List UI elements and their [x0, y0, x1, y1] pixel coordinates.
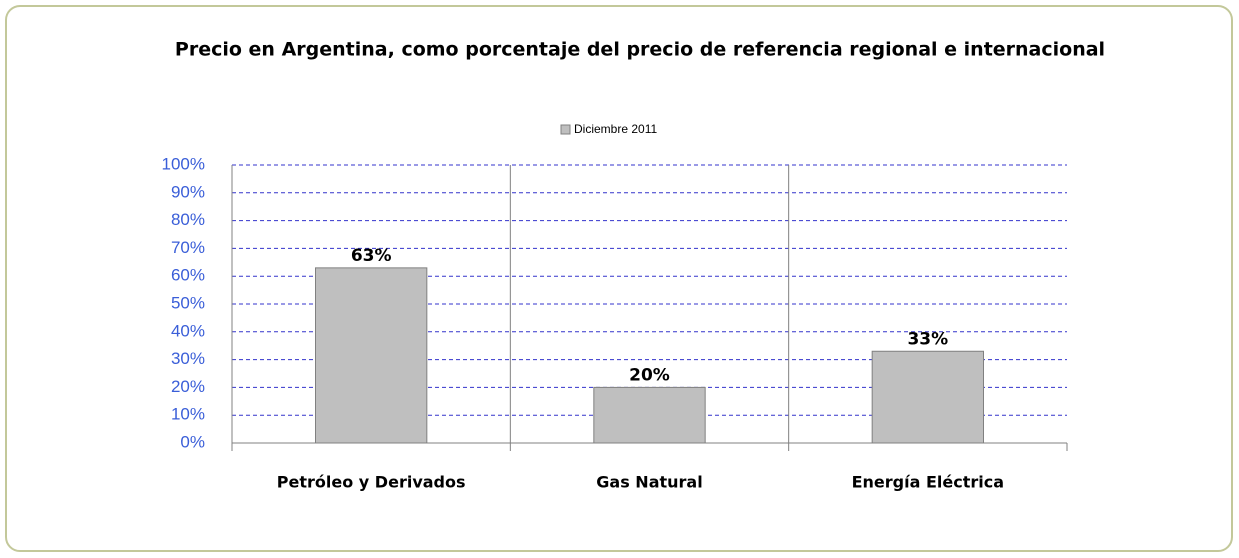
bar: [315, 267, 428, 444]
y-tick-label: 50%: [171, 293, 205, 312]
x-tick-label: Energía Eléctrica: [852, 473, 1004, 492]
y-tick-label: 100%: [162, 154, 205, 173]
y-tick-label: 0%: [180, 432, 205, 451]
chart-title: Precio en Argentina, como porcentaje del…: [175, 39, 1105, 61]
y-tick-label: 10%: [171, 405, 205, 424]
y-tick-label: 20%: [171, 377, 205, 396]
bar: [871, 350, 985, 444]
bar: [593, 386, 706, 444]
y-tick-label: 30%: [171, 349, 205, 368]
y-tick-label: 80%: [171, 210, 205, 229]
y-tick-label: 90%: [171, 182, 205, 201]
legend-swatch: [560, 124, 571, 135]
y-tick-label: 40%: [171, 321, 205, 340]
legend-label: Diciembre 2011: [574, 122, 657, 136]
x-tick-label: Gas Natural: [596, 473, 702, 492]
value-label: 33%: [907, 329, 948, 349]
x-tick-label: Petróleo y Derivados: [277, 473, 466, 492]
value-label: 20%: [629, 365, 670, 385]
value-label: 63%: [351, 246, 392, 266]
y-tick-label: 60%: [171, 266, 205, 285]
y-tick-label: 70%: [171, 238, 205, 257]
